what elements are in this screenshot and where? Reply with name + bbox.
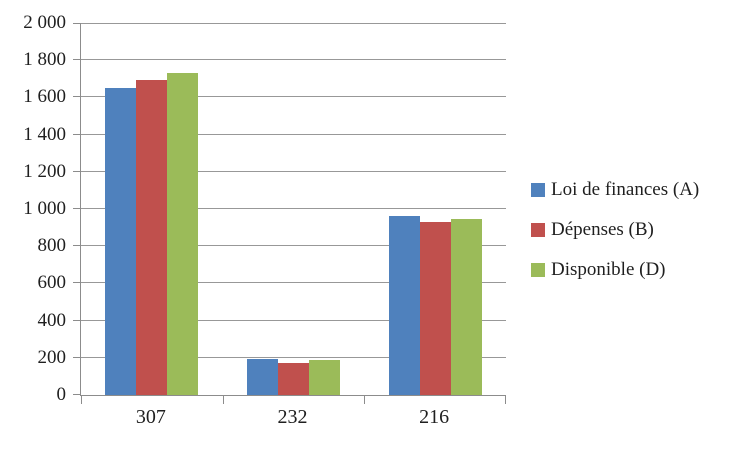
y-axis-tick-label: 1 600 <box>23 86 66 108</box>
gridline <box>81 59 506 61</box>
gridline <box>81 23 506 24</box>
x-tick <box>505 396 506 404</box>
y-tick <box>73 319 81 321</box>
gridline <box>81 96 506 98</box>
legend: Loi de finances (A) Dépenses (B) Disponibl… <box>531 176 699 296</box>
legend-swatch-icon <box>531 262 545 277</box>
bar-series-1-category-1 <box>105 88 137 395</box>
x-axis-category-label: 307 <box>135 406 166 428</box>
y-axis-tick-label: 400 <box>37 309 67 331</box>
legend-swatch-icon <box>531 182 545 197</box>
gridline <box>81 356 506 358</box>
y-axis-tick-label: 800 <box>37 235 67 257</box>
plot-area <box>73 23 506 404</box>
legend-label: Disponible (D) <box>551 258 666 280</box>
y-axis-tick-label: 1 200 <box>23 160 66 182</box>
bar-series-3-category-3 <box>450 219 482 395</box>
y-axis-tick-label: 1 800 <box>23 49 66 71</box>
y-tick <box>73 245 81 247</box>
gridline <box>81 170 506 172</box>
y-tick <box>73 170 81 172</box>
y-axis-tick-label: 200 <box>37 346 67 368</box>
legend-item: Disponible (D) <box>531 256 699 283</box>
bar-series-1-category-2 <box>246 358 278 395</box>
y-tick <box>73 133 81 135</box>
bar-series-2-category-3 <box>419 222 451 395</box>
x-tick <box>223 396 224 404</box>
x-axis-category-label: 216 <box>419 406 450 428</box>
y-axis-tick-label: 2 000 <box>23 12 66 33</box>
legend-item: Loi de finances (A) <box>531 176 699 203</box>
y-tick <box>73 23 81 24</box>
gridline <box>81 133 506 135</box>
y-axis-tick-label: 0 <box>56 384 67 405</box>
bar-series-2-category-2 <box>277 362 309 395</box>
legend-item: Dépenses (B) <box>531 216 699 243</box>
y-tick <box>73 96 81 98</box>
gridline <box>81 208 506 209</box>
y-tick <box>73 208 81 209</box>
y-tick <box>73 282 81 284</box>
legend-label: Loi de finances (A) <box>551 178 700 200</box>
gridline <box>81 319 506 321</box>
y-axis-tick-label: 600 <box>37 272 67 294</box>
bar-series-1-category-3 <box>388 216 420 395</box>
y-axis-tick-label: 1 000 <box>23 198 66 219</box>
bar-series-3-category-1 <box>167 73 199 395</box>
y-tick <box>73 356 81 358</box>
legend-swatch-icon <box>531 222 545 237</box>
x-tick <box>81 396 82 404</box>
y-tick <box>73 394 81 395</box>
legend-label: Dépenses (B) <box>551 218 654 240</box>
bar-series-2-category-1 <box>136 79 168 395</box>
x-tick <box>364 396 365 404</box>
gridline <box>81 282 506 284</box>
x-axis-category-label: 232 <box>277 406 308 428</box>
bar-series-3-category-2 <box>308 359 340 395</box>
y-tick <box>73 59 81 61</box>
gridline <box>81 245 506 247</box>
bar-group <box>364 23 506 395</box>
bar-group <box>223 23 365 395</box>
bar-group <box>81 23 223 395</box>
y-axis-tick-label: 1 400 <box>23 123 66 145</box>
